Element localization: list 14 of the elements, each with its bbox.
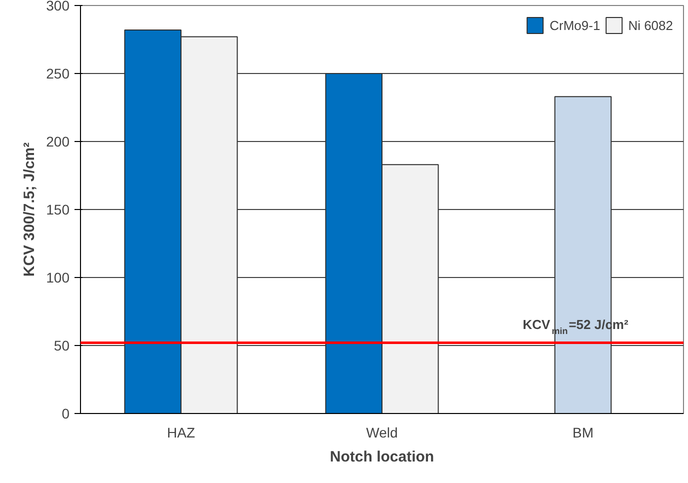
y-tick-label: 50 bbox=[54, 338, 70, 354]
legend-label: CrMo9-1 bbox=[550, 18, 600, 32]
y-tick-label: 0 bbox=[62, 406, 70, 422]
x-tick-label: BM bbox=[572, 424, 594, 440]
y-tick-label: 250 bbox=[46, 66, 70, 82]
x-tick-label: Weld bbox=[366, 424, 398, 440]
y-tick-label: 200 bbox=[46, 134, 70, 150]
x-tick-label: HAZ bbox=[167, 424, 196, 440]
y-tick-label: 300 bbox=[46, 0, 70, 14]
y-tick-label: 150 bbox=[46, 202, 70, 218]
y-tick-label: 100 bbox=[46, 270, 70, 286]
x-axis-title: Notch location bbox=[330, 448, 434, 466]
legend-label: Ni 6082 bbox=[628, 18, 673, 32]
y-axis-title: KCV 300/7.5; J/cm² bbox=[21, 142, 38, 277]
